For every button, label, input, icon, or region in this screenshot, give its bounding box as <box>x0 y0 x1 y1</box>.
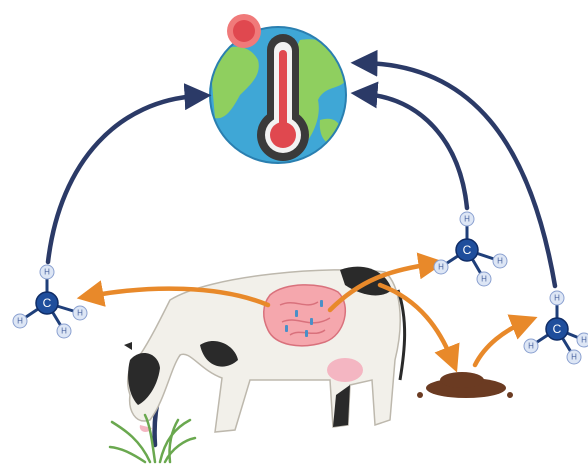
hydrogen-label: H <box>77 309 83 318</box>
hydrogen-atom <box>12 313 28 329</box>
manure <box>417 372 513 398</box>
hydrogen-atom <box>492 253 508 269</box>
hydrogen-atom <box>549 290 565 306</box>
methane: H H H H C <box>12 264 88 339</box>
hydrogen-atom <box>566 349 582 365</box>
hydrogen-atom <box>523 338 539 354</box>
hydrogen-atom <box>39 264 55 280</box>
methane: H H H H C <box>433 211 508 287</box>
hydrogen-label: H <box>581 336 587 345</box>
hydrogen-label: H <box>438 263 444 272</box>
carbon-atom <box>35 291 59 315</box>
hydrogen-label: H <box>44 268 50 277</box>
hydrogen-atom <box>459 211 475 227</box>
carbon-label: C <box>43 296 52 310</box>
stomach <box>263 284 347 347</box>
thermometer <box>257 34 309 161</box>
hydrogen-label: H <box>481 275 487 284</box>
carbon-label: C <box>553 322 562 336</box>
hydrogen-atom <box>476 271 492 287</box>
hydrogen-label: H <box>17 317 23 326</box>
sun <box>227 14 261 48</box>
hydrogen-atom <box>433 259 449 275</box>
hydrogen-label: H <box>464 215 470 224</box>
hydrogen-label: H <box>571 353 577 362</box>
hydrogen-label: H <box>528 342 534 351</box>
hydrogen-atom <box>72 305 88 321</box>
hydrogen-label: H <box>554 294 560 303</box>
hydrogen-atom <box>56 323 72 339</box>
cow <box>124 266 407 433</box>
hydrogen-label: H <box>497 257 503 266</box>
release-arrows <box>76 252 538 373</box>
hydrogen-atom <box>576 332 588 348</box>
carbon-atom <box>545 317 569 341</box>
hydrogen-label: H <box>61 327 67 336</box>
grass <box>108 413 197 464</box>
carbon-label: C <box>463 243 472 257</box>
carbon-atom <box>455 238 479 262</box>
